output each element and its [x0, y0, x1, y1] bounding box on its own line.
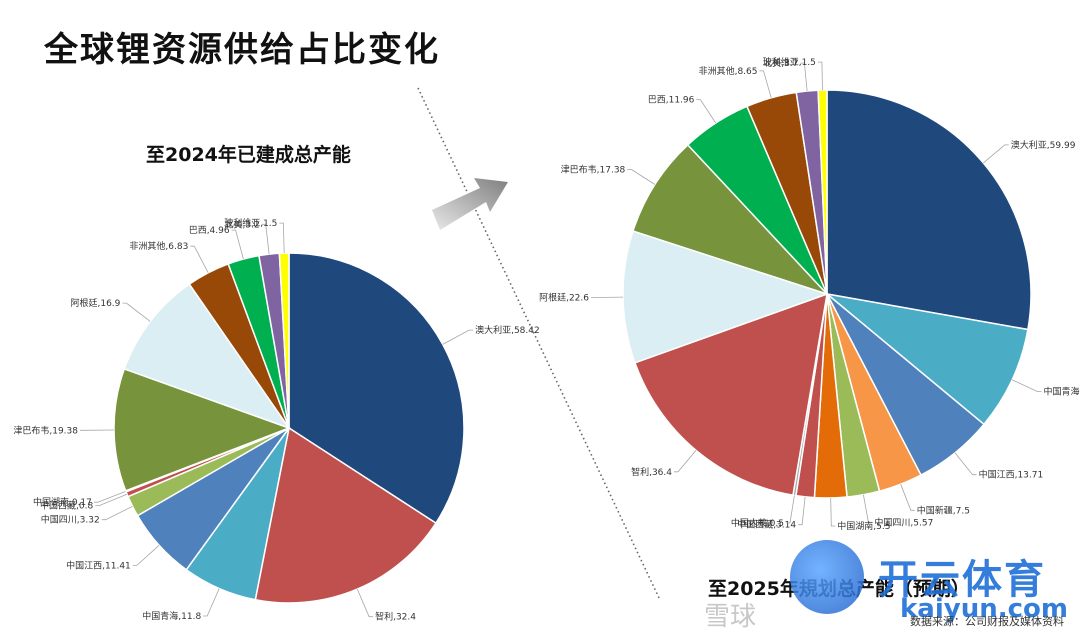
slice-label: 中国新疆,7.5	[917, 504, 970, 516]
leader-line	[900, 484, 915, 511]
slice-label: 巴西,4.96	[189, 225, 230, 236]
slice-label: 津巴布韦,17.38	[561, 163, 626, 175]
slice-label: 中国四川,5.57	[874, 516, 933, 528]
slice-label: 智利,36.4	[631, 466, 672, 478]
pie-slice	[622, 230, 830, 364]
pie-slice	[632, 143, 830, 296]
pie-slice	[826, 89, 1032, 331]
page-title: 全球锂资源供给占比变化	[44, 30, 440, 70]
leader-line	[983, 144, 1009, 164]
watermark-logo-icon	[790, 540, 864, 614]
slice-label: 中国西藏,0.8	[40, 500, 93, 512]
source-note: 数据来源：公司财报及媒体资料	[910, 615, 1064, 628]
slice-label: 北美,3.7	[763, 57, 798, 69]
leader-line	[830, 497, 836, 527]
pie-chart-2024: 澳大利亚,58.42 智利,32.4 中国青海,11.8 中国江西,11.41 中国四川…	[13, 217, 539, 623]
slice-label: 智利,32.4	[375, 611, 416, 623]
leader-line	[95, 493, 128, 507]
leader-line	[786, 495, 795, 524]
pie-slice	[254, 426, 437, 604]
watermark-snowball: 雪球	[704, 602, 757, 632]
slice-label: 阿根廷,22.6	[539, 292, 589, 304]
leader-line	[442, 329, 474, 345]
slice-label: 中国内蒙,0.5	[731, 517, 784, 529]
pie-chart-2025: 澳大利亚,59.99 中国青海,17.8 中国江西,13.71 中国新疆,7.5中国四…	[539, 56, 1080, 532]
slice-label: 澳大利亚,59.99	[1011, 139, 1076, 151]
leader-line	[356, 588, 374, 618]
slice-label: 中国湖南,5.5	[837, 520, 890, 532]
slice-label: 中国青海,11.8	[142, 610, 201, 622]
pie-slice	[123, 283, 291, 430]
leader-line	[696, 99, 717, 124]
slice-label: 澳大利亚,58.42	[475, 324, 540, 336]
slice-label: 非洲其他,6.83	[129, 240, 188, 252]
slice-label: 中国四川,3.32	[41, 514, 100, 526]
transition-arrow-icon	[432, 178, 508, 230]
slice-label: 中国江西,13.71	[979, 469, 1044, 481]
slice-label: 中国西藏,3.14	[737, 519, 796, 531]
watermark-domain: kaiyun.com	[900, 594, 1068, 624]
leader-line	[261, 223, 270, 255]
leader-line	[279, 222, 285, 254]
slice-label: 中国湖南,0.17	[33, 496, 92, 508]
slice-label: 非洲其他,8.65	[699, 65, 758, 77]
leader-line	[1011, 379, 1042, 393]
pie-slice	[824, 292, 1029, 426]
leader-line	[798, 496, 806, 526]
slice-label: 北美,3.2	[225, 218, 260, 230]
slice-label: 巴西,11.96	[648, 95, 695, 106]
pie-slice	[633, 292, 828, 497]
slice-label: 中国江西,11.41	[66, 559, 131, 571]
slice-label: 阿根廷,16.9	[70, 297, 120, 309]
leader-line	[132, 545, 160, 566]
leader-line	[817, 61, 823, 91]
leader-line	[190, 245, 209, 273]
slice-label: 玻利维亚,1.5	[224, 217, 277, 229]
pie-slice	[817, 89, 828, 295]
leader-line	[101, 505, 133, 521]
leader-line	[800, 62, 808, 92]
leader-line	[93, 490, 127, 503]
leader-line	[674, 450, 697, 473]
slice-label: 玻利维亚,1.5	[763, 56, 816, 68]
leader-line	[954, 452, 977, 476]
slice-label: 津巴布韦,19.38	[13, 424, 78, 436]
leader-line	[231, 229, 244, 260]
watermark-brand: 开云体育	[878, 557, 1046, 603]
leader-line	[203, 588, 220, 617]
leader-line	[863, 494, 873, 523]
leader-line	[627, 168, 656, 185]
slice-label: 中国青海,17.8	[1044, 386, 1080, 398]
chart-title-2024: 至2024年已建成总产能	[146, 144, 351, 166]
pie-slice	[113, 367, 292, 492]
leader-line	[122, 302, 151, 322]
leader-line	[759, 70, 772, 98]
